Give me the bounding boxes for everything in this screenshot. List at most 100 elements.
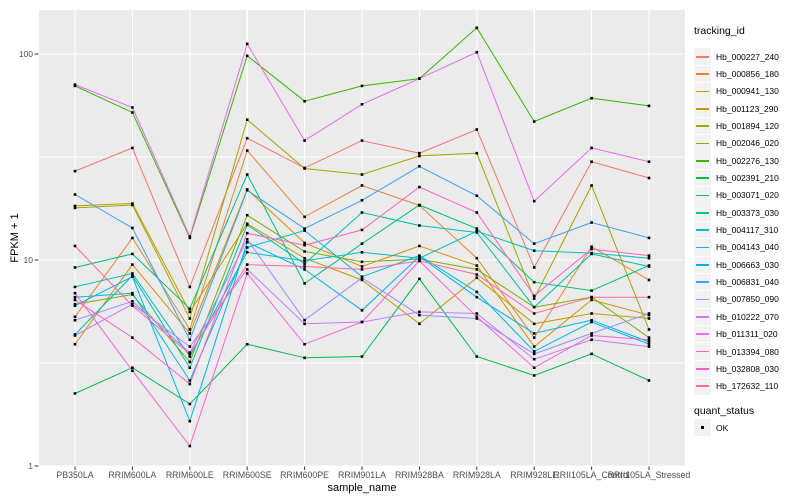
data-point: [131, 146, 134, 150]
legend-item-Hb_004117_310: Hb_004117_310: [694, 221, 779, 239]
legend-key-line: [696, 125, 709, 127]
data-point: [532, 294, 536, 298]
data-point: [475, 290, 479, 294]
data-point: [73, 318, 77, 322]
data-point: [647, 256, 651, 260]
data-point: [532, 350, 536, 353]
x-tick-label: RRIM600LA: [108, 470, 156, 480]
legend-item-Hb_010222_070: Hb_010222_070: [694, 308, 779, 326]
legend-label: Hb_172632_110: [716, 381, 779, 392]
legend-item-Hb_013394_080: Hb_013394_080: [694, 343, 779, 360]
data-point: [647, 160, 651, 164]
legend-key-box: [694, 48, 711, 65]
data-point: [532, 199, 536, 203]
data-point: [131, 366, 134, 370]
data-point: [188, 382, 192, 386]
legend-label: Hb_000227_240: [716, 51, 779, 62]
legend-label: Hb_006663_030: [716, 259, 779, 270]
data-point: [590, 251, 593, 255]
data-point: [188, 419, 192, 423]
data-point: [647, 295, 651, 299]
y-tick-label: 100: [19, 49, 33, 59]
data-point: [360, 308, 364, 312]
data-point: [360, 355, 364, 358]
data-point: [131, 293, 134, 296]
data-point: [131, 369, 134, 373]
legend-label: OK: [716, 422, 729, 433]
legend-key-line: [696, 159, 709, 162]
y-tick-label: 1: [28, 461, 33, 471]
data-point: [360, 276, 364, 280]
data-point: [188, 307, 192, 311]
data-point: [590, 320, 593, 324]
legend-key-box: [694, 100, 711, 117]
data-point: [303, 241, 306, 245]
data-point: [532, 305, 536, 309]
legend-key-box: [694, 221, 711, 239]
data-point: [245, 173, 249, 176]
data-point: [532, 336, 536, 339]
data-point: [131, 272, 134, 275]
data-point: [73, 295, 77, 299]
data-point: [418, 255, 421, 258]
legend-key-line: [696, 246, 709, 249]
data-point: [303, 259, 306, 263]
data-point: [303, 318, 306, 322]
data-point: [532, 366, 536, 370]
legend-label: Hb_004117_310: [716, 225, 779, 236]
legend-item-Hb_001123_290: Hb_001123_290: [694, 100, 779, 117]
data-point: [647, 317, 651, 320]
data-point: [532, 374, 536, 377]
legend-key-box: [694, 169, 711, 187]
y-tick-label: 10: [24, 255, 34, 265]
data-point: [590, 334, 593, 337]
data-point: [245, 54, 249, 58]
data-point: [188, 360, 192, 364]
data-point: [303, 99, 306, 103]
data-point: [303, 139, 306, 142]
data-point: [418, 185, 421, 189]
data-point: [303, 265, 306, 268]
data-point: [131, 336, 134, 339]
legend-key-box: [694, 273, 711, 291]
data-point: [360, 265, 364, 268]
data-point: [188, 235, 192, 238]
legend-item-Hb_006831_040: Hb_006831_040: [694, 273, 779, 291]
data-point: [475, 26, 479, 30]
legend-label: Hb_001123_290: [716, 103, 779, 114]
legend-title-tracking-id: tracking_id: [694, 25, 745, 37]
data-point: [245, 250, 249, 254]
legend-item-Hb_000856_180: Hb_000856_180: [694, 65, 779, 83]
data-point: [245, 188, 249, 192]
data-point: [360, 242, 364, 245]
data-point: [73, 204, 77, 208]
legend-label: Hb_000856_180: [716, 69, 779, 80]
data-point: [647, 338, 651, 342]
x-axis-title: sample_name: [327, 482, 397, 494]
data-point: [647, 236, 651, 240]
data-point: [647, 278, 651, 282]
legend-label: Hb_000941_130: [716, 86, 779, 97]
data-point: [245, 272, 249, 275]
x-tick-label: RRIM600SE: [223, 470, 272, 480]
data-point: [131, 252, 134, 256]
data-point: [188, 355, 192, 358]
data-point: [360, 84, 364, 88]
data-point: [360, 139, 364, 142]
data-point: [131, 236, 134, 240]
data-point: [532, 312, 536, 315]
data-point: [647, 345, 651, 348]
legend-key-line: [696, 385, 709, 388]
data-point: [131, 300, 134, 303]
x-tick-label: RRIM600LE: [166, 470, 214, 480]
data-point: [73, 304, 77, 308]
legend-title-quant-status: quant_status: [694, 405, 755, 417]
data-point: [532, 332, 536, 335]
data-point: [245, 231, 249, 235]
data-point: [245, 42, 249, 46]
data-point: [131, 226, 134, 230]
data-point: [188, 317, 192, 320]
data-point: [647, 176, 651, 180]
x-tick-label: RRIM928LA: [453, 470, 501, 480]
legend-label: Hb_001894_120: [716, 121, 779, 132]
